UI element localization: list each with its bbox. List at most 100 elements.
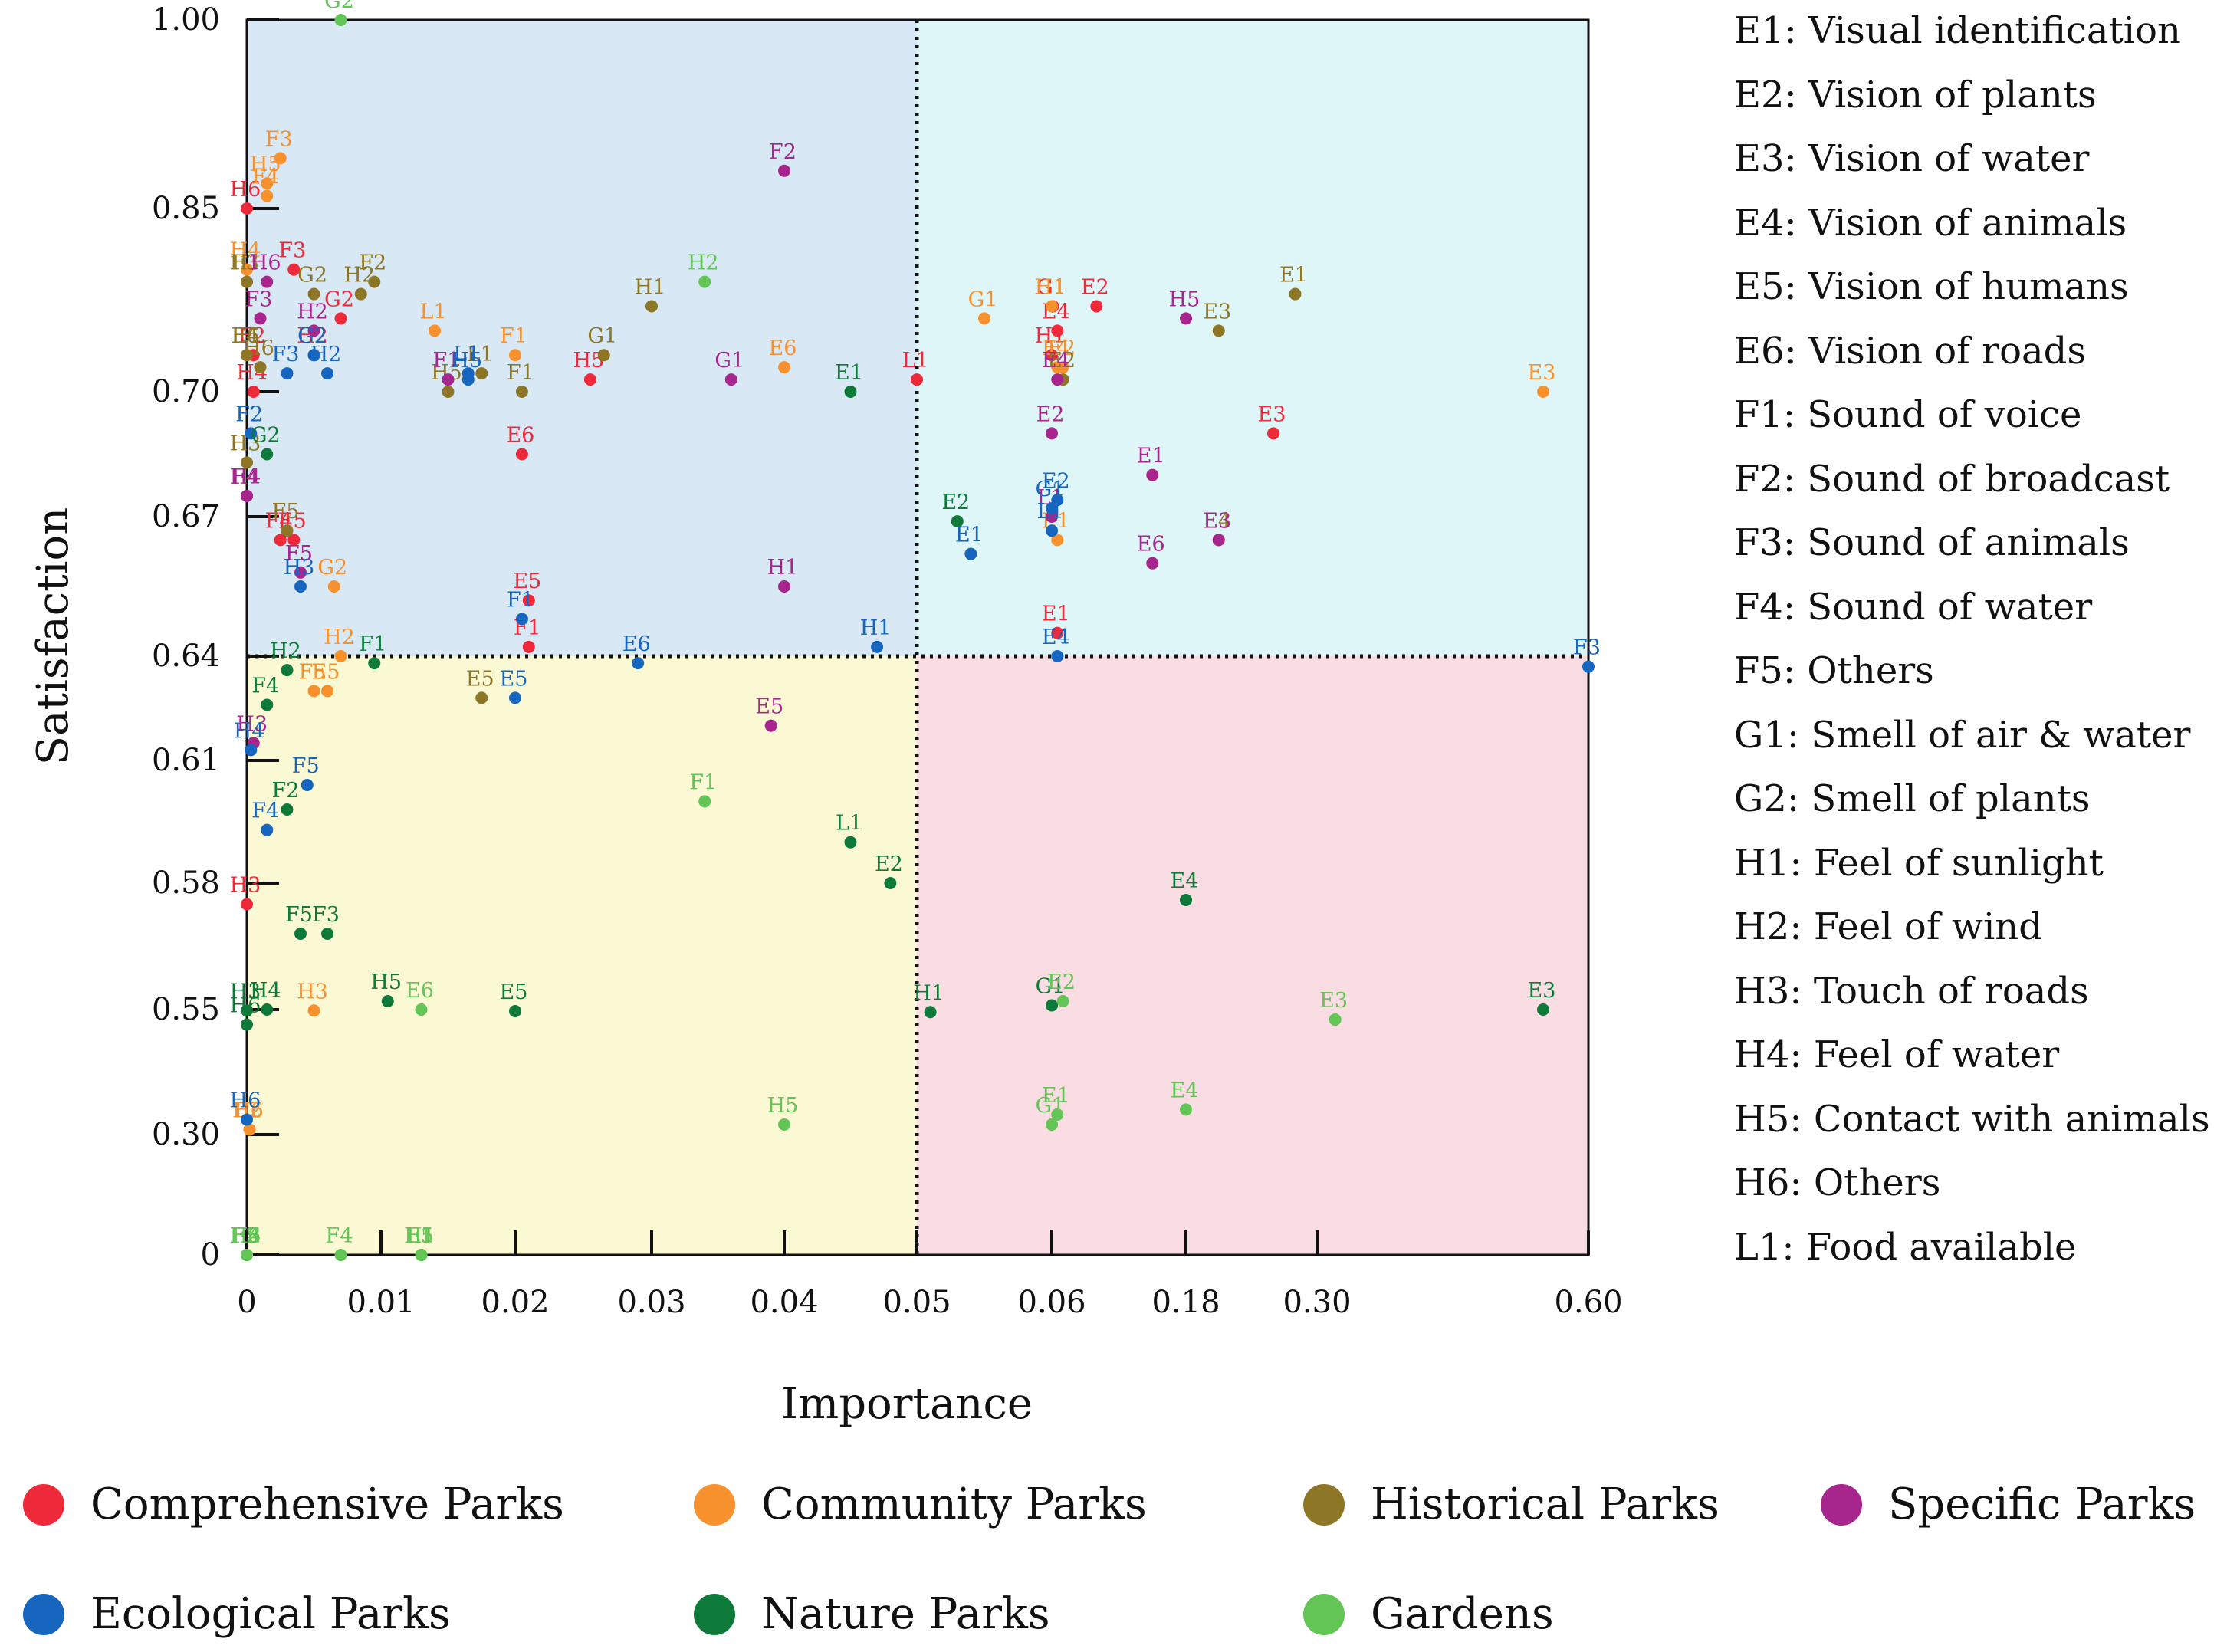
quadrant-top-left bbox=[247, 20, 917, 656]
point-label: E4 bbox=[1042, 349, 1070, 373]
data-point bbox=[978, 312, 990, 325]
point-label: F4 bbox=[251, 800, 279, 823]
point-label: E2 bbox=[1036, 402, 1065, 426]
y-tick-label: 0 bbox=[201, 1237, 220, 1273]
point-label: G2 bbox=[324, 0, 354, 13]
data-point bbox=[632, 657, 645, 670]
legend-label: Specific Parks bbox=[1888, 1480, 2196, 1529]
data-point bbox=[515, 448, 528, 461]
data-point bbox=[354, 287, 367, 301]
point-label: L1 bbox=[453, 343, 480, 366]
legend-swatch bbox=[1821, 1483, 1862, 1526]
point-label: E6 bbox=[232, 324, 260, 348]
legend-swatch bbox=[1303, 1593, 1345, 1635]
point-label: L1 bbox=[467, 343, 494, 366]
point-label: G1 bbox=[1036, 1094, 1066, 1118]
data-point bbox=[778, 1118, 790, 1131]
data-point bbox=[1051, 650, 1064, 662]
data-point bbox=[911, 373, 923, 386]
point-label: H1 bbox=[1035, 275, 1066, 299]
data-point bbox=[281, 524, 294, 537]
data-point bbox=[1180, 312, 1192, 325]
definition-item: H5: Contact with animals bbox=[1734, 1097, 2210, 1141]
point-label: E6 bbox=[622, 632, 651, 656]
data-point bbox=[1046, 427, 1058, 440]
point-label: F2 bbox=[359, 251, 386, 275]
data-point bbox=[1046, 999, 1058, 1012]
point-label: F5 bbox=[299, 660, 327, 684]
point-label: H6 bbox=[243, 337, 274, 360]
point-label: E2 bbox=[1047, 349, 1076, 373]
data-point bbox=[429, 324, 441, 337]
data-point bbox=[964, 547, 977, 560]
data-point bbox=[334, 14, 347, 26]
x-tick-label: 0.01 bbox=[347, 1285, 415, 1320]
point-label: F2 bbox=[238, 324, 266, 348]
point-label: F3 bbox=[1573, 636, 1601, 660]
legend-label: Gardens bbox=[1371, 1589, 1554, 1639]
data-point bbox=[1537, 1003, 1549, 1016]
legend-item: Nature Parks bbox=[694, 1589, 1050, 1639]
quadrant-bottom-right bbox=[917, 656, 1588, 1255]
data-point bbox=[1056, 995, 1069, 1007]
definition-item: G2: Smell of plants bbox=[1734, 777, 2091, 820]
data-point bbox=[1146, 468, 1159, 481]
point-label: F3 bbox=[245, 287, 273, 311]
definition-item: H2: Feel of wind bbox=[1734, 905, 2042, 948]
point-label: H1 bbox=[230, 251, 261, 275]
data-point bbox=[241, 1004, 253, 1017]
x-tick-label: 0.03 bbox=[617, 1285, 685, 1320]
data-point bbox=[442, 386, 455, 398]
point-label: E5 bbox=[500, 667, 528, 691]
point-label: H5 bbox=[1169, 287, 1201, 311]
point-label: F4 bbox=[232, 465, 259, 489]
point-label: H3 bbox=[230, 874, 261, 898]
data-point bbox=[307, 349, 320, 362]
point-label: G2 bbox=[297, 264, 327, 287]
x-tick-label: 0.30 bbox=[1283, 1285, 1351, 1320]
definition-item: F2: Sound of broadcast bbox=[1734, 457, 2170, 501]
data-point bbox=[368, 275, 381, 288]
x-tick-label: 0.02 bbox=[481, 1285, 549, 1320]
data-point bbox=[1180, 894, 1192, 906]
data-point bbox=[924, 1006, 937, 1019]
axes: 0 0.01 0.02 0.03 0.04 0.05 0.06 0.18 0.30 0.60 0 0.… bbox=[152, 2, 1623, 1320]
data-point bbox=[884, 877, 897, 889]
data-point bbox=[522, 594, 535, 607]
point-label: L1 bbox=[406, 1224, 433, 1248]
point-label: E4 bbox=[1171, 869, 1199, 893]
point-label: F5 bbox=[292, 754, 320, 778]
data-point bbox=[1046, 1118, 1058, 1131]
point-label: E1 bbox=[1279, 264, 1308, 287]
data-point bbox=[1212, 534, 1225, 547]
point-label: L1 bbox=[419, 300, 446, 324]
data-point bbox=[1180, 1103, 1192, 1116]
data-point bbox=[261, 189, 274, 202]
data-point bbox=[778, 164, 790, 177]
data-point bbox=[475, 367, 488, 380]
data-point bbox=[307, 324, 320, 337]
data-point bbox=[475, 691, 488, 704]
data-point bbox=[334, 312, 347, 325]
data-point bbox=[321, 685, 333, 698]
legend-swatch bbox=[23, 1483, 64, 1526]
data-point bbox=[261, 1003, 274, 1016]
point-label: F5 bbox=[272, 500, 300, 524]
legend-item: Comprehensive Parks bbox=[23, 1480, 564, 1529]
data-point bbox=[294, 580, 307, 593]
point-label: F4 bbox=[232, 324, 259, 348]
data-point bbox=[1537, 386, 1549, 398]
point-label: H2 bbox=[688, 251, 719, 275]
point-label: H3 bbox=[230, 980, 261, 1003]
point-label: H3 bbox=[297, 980, 328, 1003]
point-label: E5 bbox=[500, 980, 528, 1004]
legend-label: Community Parks bbox=[761, 1480, 1147, 1529]
point-label: G2 bbox=[324, 287, 354, 311]
definition-item: E4: Vision of animals bbox=[1734, 201, 2127, 245]
data-point bbox=[1051, 626, 1064, 639]
point-label: F2 bbox=[235, 402, 263, 426]
point-label: F5 bbox=[232, 1224, 259, 1248]
legend-swatch bbox=[1303, 1483, 1345, 1526]
point-label: H5 bbox=[451, 349, 482, 373]
